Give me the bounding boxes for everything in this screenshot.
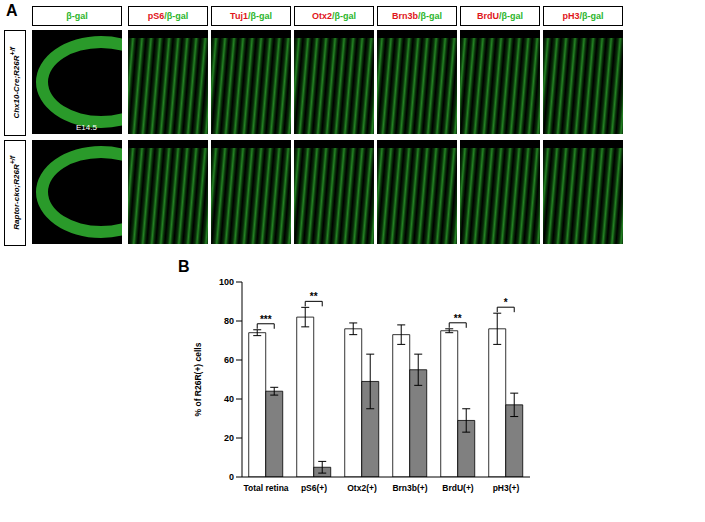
- html-text:B: B: [178, 258, 190, 275]
- html-text:pS6 /β-gal: pS6 /β-gal: [147, 11, 189, 21]
- svg-text:Otx2(+): Otx2(+): [347, 483, 377, 493]
- svg-text:**: **: [454, 313, 462, 324]
- svg-text:100: 100: [219, 277, 234, 287]
- html-text:β-gal: β-gal: [66, 11, 88, 21]
- svg-text:Brn3b(+): Brn3b(+): [392, 483, 427, 493]
- svg-text:pS6(+): pS6(+): [301, 483, 327, 493]
- html-text:E14.5: E14.5: [76, 123, 97, 132]
- svg-text:BrdU(+): BrdU(+): [442, 483, 474, 493]
- html-text:Raptor-cko;R26R: Raptor-cko;R26R: [11, 164, 21, 230]
- svg-text:***: ***: [260, 314, 272, 325]
- html-text:A: A: [6, 2, 18, 19]
- svg-text:% of R26R(+) cells: % of R26R(+) cells: [193, 342, 203, 416]
- svg-text:0: 0: [229, 472, 234, 482]
- html-text:+/f: +/f: [9, 156, 17, 165]
- html-text:Brn3b /β-gal: Brn3b /β-gal: [392, 11, 442, 21]
- html-text:BrdU /β-gal: BrdU /β-gal: [477, 11, 523, 21]
- svg-text:80: 80: [224, 316, 234, 326]
- svg-text:pH3(+): pH3(+): [493, 483, 520, 493]
- svg-text:40: 40: [224, 394, 234, 404]
- svg-text:*: *: [504, 297, 508, 308]
- html-text:+/f: +/f: [9, 47, 17, 56]
- html-text:pH3 /β-gal: pH3 /β-gal: [562, 11, 604, 21]
- html-text:Tuj1 /β-gal: Tuj1 /β-gal: [230, 11, 272, 21]
- svg-text:60: 60: [224, 355, 234, 365]
- svg-text:**: **: [310, 291, 318, 302]
- html-text:Chx10-Cre;R26R: Chx10-Cre;R26R: [11, 55, 21, 119]
- svg-text:20: 20: [224, 433, 234, 443]
- html-text:Otx2 /β-gal: Otx2 /β-gal: [312, 11, 356, 21]
- svg-text:Total retina: Total retina: [243, 483, 288, 493]
